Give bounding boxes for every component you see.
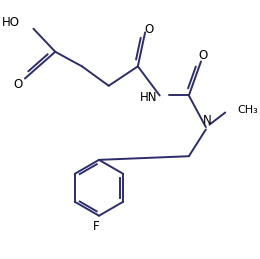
Text: HO: HO [2,16,20,29]
Text: F: F [93,220,100,233]
Text: CH₃: CH₃ [237,105,258,115]
Text: O: O [144,23,153,37]
Text: O: O [13,78,22,91]
Text: N: N [203,114,211,127]
Text: O: O [199,49,208,62]
Text: HN: HN [140,91,157,104]
